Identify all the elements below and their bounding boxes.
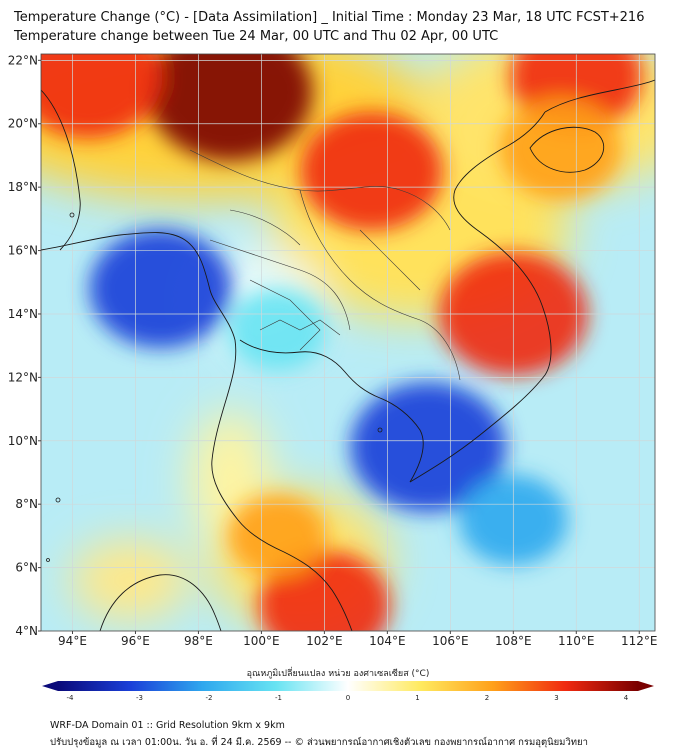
warm-anomaly <box>41 54 163 139</box>
map-subtitle: Temperature change between Tue 24 Mar, 0… <box>14 29 499 44</box>
plot-frame <box>40 53 656 632</box>
lat-tick-label: 16°N <box>8 244 38 258</box>
warm-anomaly <box>300 112 443 231</box>
longitude-axis: 94°E 96°E 98°E 100°E 102°E 104°E 106°E 108°E 110… <box>58 631 658 648</box>
cold-anomaly <box>227 288 327 371</box>
islands <box>46 212 383 562</box>
lon-tick-label: 96°E <box>121 634 150 648</box>
gulf-of-thailand-north <box>239 339 424 483</box>
colorbar-tick-label: 2 <box>485 694 489 702</box>
vietnam-coast <box>409 111 552 483</box>
lon-tick-label: 112°E <box>621 634 658 648</box>
colorbar-extend-high <box>638 681 654 691</box>
hainan-island <box>529 126 605 173</box>
map-title: Temperature Change (°C) - [Data Assimila… <box>14 10 645 25</box>
graticule <box>41 54 655 631</box>
south-china-coast <box>544 79 655 113</box>
lon-tick-label: 104°E <box>369 634 406 648</box>
model-info: WRF-DA Domain 01 :: Grid Resolution 9km … <box>50 720 285 731</box>
cold-anomaly <box>89 229 232 348</box>
temperature-field <box>41 54 655 631</box>
lon-tick-label: 106°E <box>432 634 469 648</box>
lon-tick-label: 102°E <box>306 634 343 648</box>
cold-anomaly <box>350 382 507 512</box>
lat-tick-label: 14°N <box>8 307 38 321</box>
colorbar-tick-label: 0 <box>346 694 350 702</box>
lat-tick-label: 18°N <box>8 180 38 194</box>
lon-tick-label: 108°E <box>495 634 532 648</box>
lon-tick-label: 98°E <box>184 634 213 648</box>
warm-anomaly <box>227 494 327 577</box>
latitude-axis: 22°N 20°N 18°N 16°N 14°N 12°N 10°N 8°N 6°N 4°N <box>8 53 41 638</box>
colorbar-tick-label: -3 <box>136 694 143 702</box>
colorbar-tick-label: 4 <box>624 694 629 702</box>
lat-tick-label: 12°N <box>8 370 38 384</box>
colorbar-tick-label: 3 <box>554 694 558 702</box>
colorbar-tick-label: -1 <box>275 694 282 702</box>
lon-tick-label: 110°E <box>558 634 595 648</box>
colorbar-tick-label: 1 <box>415 694 419 702</box>
warm-anomaly <box>147 54 313 162</box>
lat-tick-label: 6°N <box>15 561 38 575</box>
colorbar-tick-label: -4 <box>67 694 75 702</box>
colorbar-extend-low <box>42 681 58 691</box>
sumatra-coast <box>99 574 222 631</box>
lat-tick-label: 10°N <box>8 434 38 448</box>
lat-tick-label: 20°N <box>8 117 38 131</box>
lat-tick-label: 4°N <box>15 624 38 638</box>
colorbar-gradient <box>58 681 638 691</box>
lat-tick-label: 8°N <box>15 497 38 511</box>
coastlines <box>41 79 655 631</box>
lat-tick-label: 22°N <box>8 53 38 67</box>
colorbar-tick-label: -2 <box>206 694 213 702</box>
lon-tick-label: 100°E <box>243 634 280 648</box>
bay-of-bengal-coast <box>41 89 81 251</box>
update-credit: ปรับปรุงข้อมูล ณ เวลา 01:00น. วัน อ. ที่… <box>50 737 588 748</box>
colorbar-title: อุณหภูมิเปลี่ยนแปลง หน่วย องศาเซลเซียส (… <box>246 669 430 679</box>
lon-tick-label: 94°E <box>58 634 87 648</box>
admin-borders <box>189 149 461 381</box>
colorbar: -4 -3 -2 -1 0 1 2 3 4 <box>42 681 654 702</box>
west-coast <box>41 232 353 631</box>
